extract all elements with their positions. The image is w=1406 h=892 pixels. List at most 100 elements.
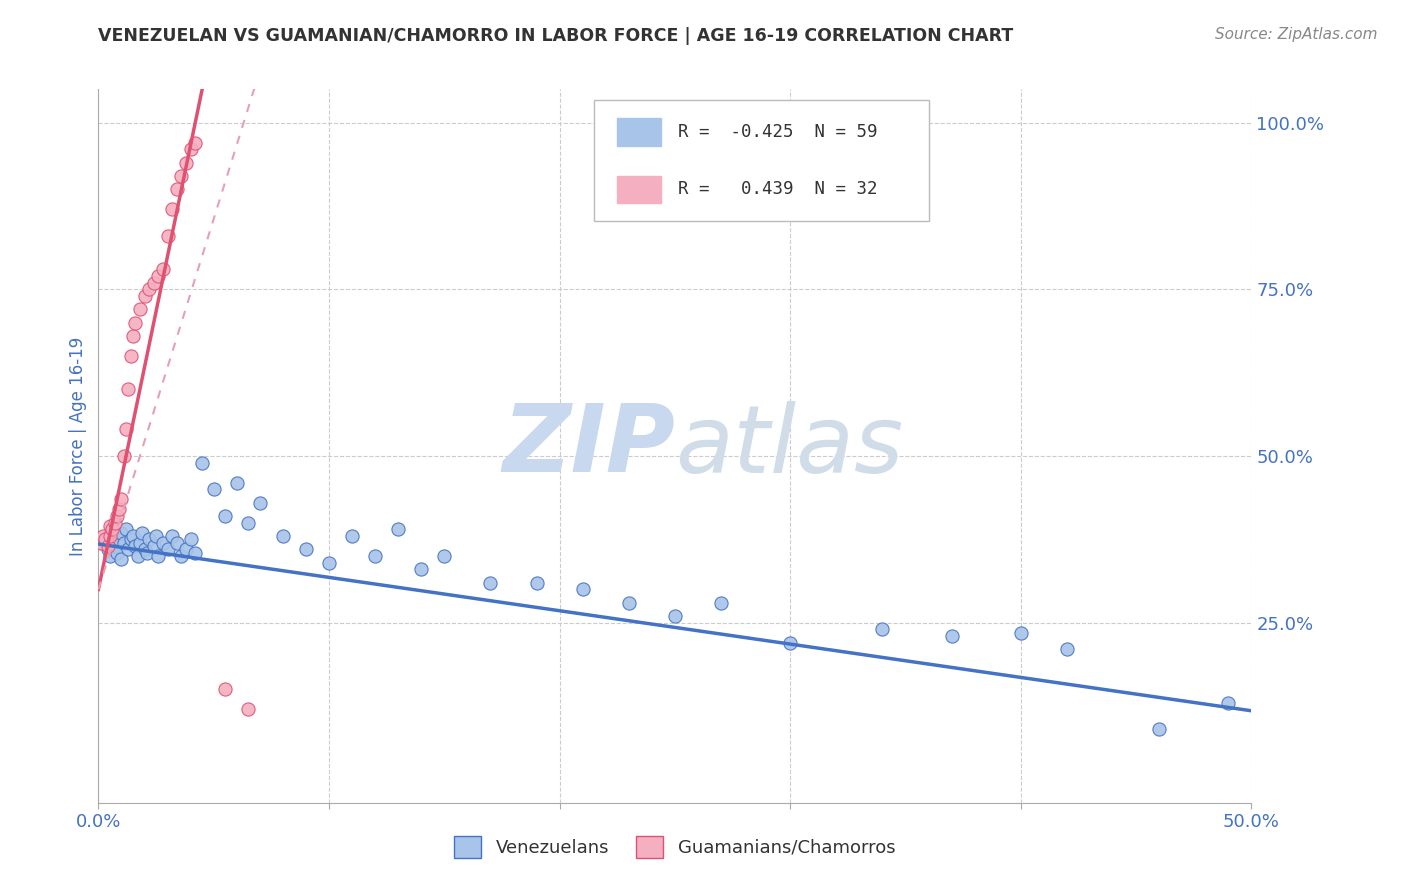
Text: VENEZUELAN VS GUAMANIAN/CHAMORRO IN LABOR FORCE | AGE 16-19 CORRELATION CHART: VENEZUELAN VS GUAMANIAN/CHAMORRO IN LABO… bbox=[98, 27, 1014, 45]
Point bbox=[295, 542, 318, 557]
Point bbox=[131, 525, 153, 540]
Point bbox=[214, 509, 236, 524]
Point bbox=[138, 533, 160, 547]
Point bbox=[174, 542, 197, 557]
Point bbox=[101, 522, 124, 536]
Point bbox=[122, 329, 145, 343]
Point bbox=[779, 636, 801, 650]
Point bbox=[138, 282, 160, 296]
Point bbox=[1147, 723, 1170, 737]
Point bbox=[664, 609, 686, 624]
Point bbox=[148, 549, 170, 563]
Point bbox=[98, 519, 121, 533]
Point bbox=[98, 549, 121, 563]
Point bbox=[170, 549, 193, 563]
Point bbox=[97, 539, 120, 553]
Point bbox=[174, 155, 197, 169]
Point bbox=[166, 535, 188, 549]
Point bbox=[129, 535, 152, 549]
Point bbox=[148, 268, 170, 283]
Point bbox=[110, 525, 132, 540]
Point bbox=[160, 529, 183, 543]
Point bbox=[122, 529, 145, 543]
Point bbox=[214, 682, 236, 697]
Point bbox=[238, 702, 260, 716]
Point bbox=[98, 529, 121, 543]
Point bbox=[184, 546, 207, 560]
Point bbox=[318, 556, 340, 570]
Point bbox=[124, 539, 146, 553]
Point bbox=[526, 575, 548, 590]
Point bbox=[184, 136, 207, 150]
Point bbox=[115, 422, 138, 436]
Point bbox=[180, 142, 202, 156]
Point bbox=[710, 596, 733, 610]
Point bbox=[202, 483, 225, 497]
Point bbox=[152, 535, 174, 549]
Point bbox=[225, 475, 247, 490]
Text: atlas: atlas bbox=[675, 401, 903, 491]
Point bbox=[152, 262, 174, 277]
Point bbox=[1056, 642, 1078, 657]
Point bbox=[91, 535, 114, 549]
Point bbox=[479, 575, 502, 590]
Point bbox=[433, 549, 456, 563]
Y-axis label: In Labor Force | Age 16-19: In Labor Force | Age 16-19 bbox=[69, 336, 87, 556]
Point bbox=[145, 529, 167, 543]
Point bbox=[170, 169, 193, 183]
Point bbox=[142, 539, 165, 553]
Point bbox=[97, 542, 120, 557]
Point bbox=[166, 182, 188, 196]
Point bbox=[110, 492, 132, 507]
Point bbox=[112, 449, 135, 463]
Point bbox=[120, 533, 142, 547]
Point bbox=[101, 529, 124, 543]
Point bbox=[411, 562, 433, 576]
Point bbox=[105, 546, 128, 560]
Point bbox=[872, 623, 894, 637]
FancyBboxPatch shape bbox=[595, 100, 928, 221]
Legend: Venezuelans, Guamanians/Chamorros: Venezuelans, Guamanians/Chamorros bbox=[447, 829, 903, 865]
Point bbox=[129, 302, 152, 317]
Point bbox=[108, 533, 131, 547]
Text: Source: ZipAtlas.com: Source: ZipAtlas.com bbox=[1215, 27, 1378, 42]
Point bbox=[156, 228, 179, 243]
Point bbox=[271, 529, 294, 543]
Point bbox=[103, 539, 125, 553]
Point bbox=[1010, 625, 1032, 640]
Point bbox=[105, 509, 128, 524]
Point bbox=[238, 516, 260, 530]
Point bbox=[249, 496, 271, 510]
Point bbox=[134, 542, 156, 557]
Point bbox=[90, 535, 112, 549]
Bar bbox=[617, 176, 661, 202]
Point bbox=[124, 316, 146, 330]
Point bbox=[117, 542, 139, 557]
Point bbox=[142, 276, 165, 290]
Text: R =  -0.425  N = 59: R = -0.425 N = 59 bbox=[678, 123, 877, 141]
Point bbox=[115, 522, 138, 536]
Point bbox=[103, 516, 125, 530]
Point bbox=[134, 289, 156, 303]
Point bbox=[127, 549, 149, 563]
Point bbox=[340, 529, 363, 543]
Point bbox=[1218, 696, 1240, 710]
Point bbox=[120, 349, 142, 363]
Point bbox=[135, 546, 157, 560]
Point bbox=[108, 502, 131, 516]
Point bbox=[91, 529, 114, 543]
Point bbox=[617, 596, 640, 610]
Point bbox=[94, 533, 117, 547]
Text: R =   0.439  N = 32: R = 0.439 N = 32 bbox=[678, 180, 877, 198]
Point bbox=[110, 552, 132, 566]
Point bbox=[156, 542, 179, 557]
Point bbox=[191, 456, 214, 470]
Text: ZIP: ZIP bbox=[502, 400, 675, 492]
Point bbox=[117, 382, 139, 396]
Point bbox=[941, 629, 963, 643]
Point bbox=[364, 549, 387, 563]
Point bbox=[387, 522, 409, 536]
Point bbox=[571, 582, 593, 597]
Point bbox=[112, 535, 135, 549]
Point bbox=[180, 533, 202, 547]
